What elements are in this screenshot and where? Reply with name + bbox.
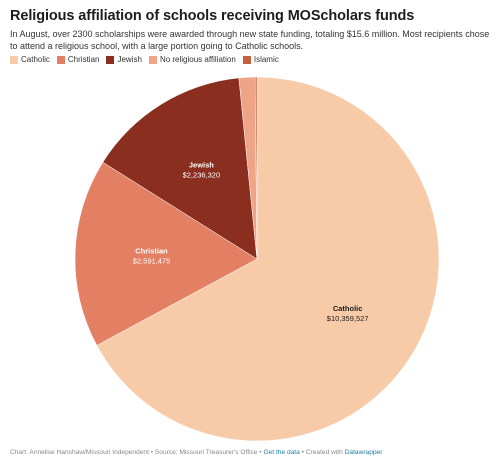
slice-value-label-jewish: $2,236,320 bbox=[183, 170, 221, 179]
legend-swatch-christian bbox=[56, 55, 65, 64]
pie-slice-jewish bbox=[102, 77, 258, 260]
legend-label-islamic: Islamic bbox=[253, 55, 279, 64]
slice-name-label-jewish: Jewish bbox=[189, 160, 214, 169]
datawrapper-link[interactable]: Datawrapper bbox=[344, 449, 383, 456]
legend-item-islamic: Islamic bbox=[242, 55, 279, 64]
legend-item-jewish: Jewish bbox=[106, 55, 142, 64]
chart-title: Religious affiliation of schools receivi… bbox=[10, 8, 415, 24]
pie-slice-islamic bbox=[254, 76, 258, 260]
slice-name-label-christian: Christian bbox=[135, 247, 168, 256]
legend-item-catholic: Catholic bbox=[10, 55, 50, 64]
chart-description: In August, over 2300 scholarships were a… bbox=[10, 29, 490, 51]
slice-value-label-catholic: $10,359,527 bbox=[327, 314, 369, 323]
slice-value-label-christian: $2,591,475 bbox=[133, 257, 171, 266]
get-the-data-link[interactable]: Get the data bbox=[263, 449, 300, 456]
chart-legend: Catholic Christian Jewish No religious a… bbox=[10, 55, 286, 64]
pie-slice-christian bbox=[74, 161, 258, 346]
slice-name-label-catholic: Catholic bbox=[333, 304, 363, 313]
footer-credit: Chart: Annelise Hanshaw/Missouri Indepen… bbox=[10, 449, 264, 456]
legend-item-no-religious-affiliation: No religious affiliation bbox=[148, 55, 236, 64]
legend-label-jewish: Jewish bbox=[117, 55, 142, 64]
legend-label-catholic: Catholic bbox=[21, 55, 50, 64]
pie-slice-catholic bbox=[96, 76, 440, 442]
legend-swatch-catholic bbox=[10, 55, 18, 64]
legend-label-no-religious-affiliation: No religious affiliation bbox=[159, 55, 236, 64]
footer-created-with: • Created with bbox=[299, 449, 345, 456]
legend-label-christian: Christian bbox=[67, 55, 100, 64]
chart-footer: Chart: Annelise Hanshaw/Missouri Indepen… bbox=[10, 449, 382, 456]
legend-item-christian: Christian bbox=[56, 55, 100, 64]
legend-swatch-no-religious-affiliation bbox=[148, 55, 157, 64]
legend-swatch-jewish bbox=[106, 55, 115, 64]
legend-swatch-islamic bbox=[242, 55, 251, 64]
